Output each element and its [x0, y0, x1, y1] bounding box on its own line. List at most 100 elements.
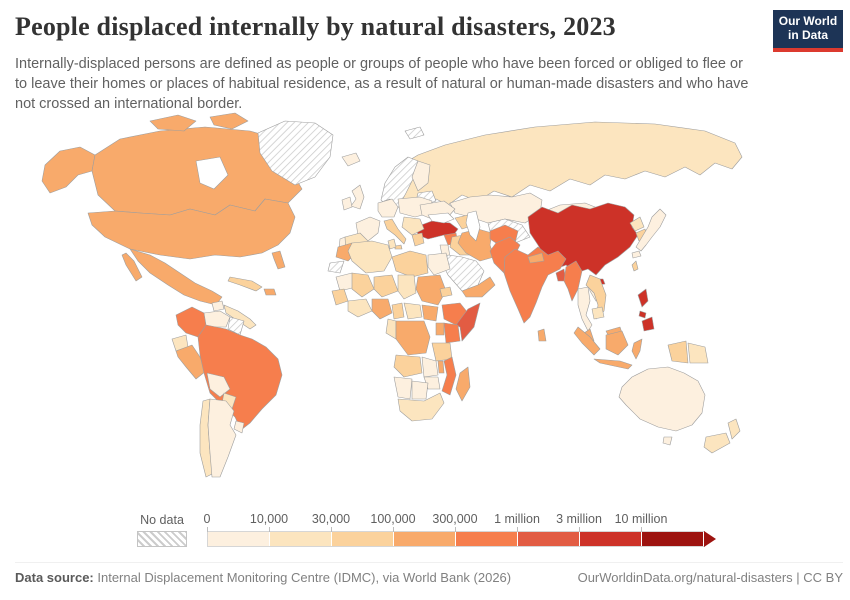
chart-subtitle: Internally-displaced persons are defined… [15, 56, 749, 112]
region-niger[interactable] [373, 274, 399, 298]
region-south-africa[interactable] [397, 392, 445, 422]
legend-tick-label: 300,000 [432, 512, 478, 526]
region-mali[interactable] [351, 272, 375, 298]
region-tasmania[interactable] [662, 436, 673, 446]
region-south-sudan[interactable] [421, 304, 439, 322]
legend-tick-label: 3 million [556, 512, 602, 526]
region-eritrea[interactable] [439, 286, 453, 298]
region-finland[interactable] [411, 160, 431, 192]
region-ireland[interactable] [341, 196, 353, 211]
legend-tick-label: 30,000 [311, 512, 351, 526]
region-hispaniola[interactable] [263, 288, 277, 296]
data-source: Data source: Internal Displacement Monit… [15, 570, 511, 585]
region-svalbard[interactable] [404, 126, 425, 140]
region-italy[interactable] [383, 218, 407, 250]
legend-bin-5[interactable] [518, 532, 580, 546]
legend-bin-7[interactable] [642, 532, 704, 546]
region-borneo[interactable] [605, 330, 629, 356]
region-uruguay[interactable] [233, 420, 245, 434]
region-myanmar[interactable] [563, 260, 583, 302]
legend-tick [579, 527, 580, 532]
region-drc[interactable] [395, 320, 431, 356]
legend-tick [517, 527, 518, 532]
region-yemen-oman[interactable] [461, 276, 496, 298]
region-taiwan[interactable] [631, 260, 639, 272]
region-sumatra[interactable] [573, 326, 601, 356]
region-usa[interactable] [87, 198, 296, 270]
region-madagascar[interactable] [455, 366, 471, 402]
region-uk[interactable] [350, 184, 365, 210]
region-malawi[interactable] [437, 360, 445, 374]
legend-tick-label: 10 million [614, 512, 668, 526]
region-namibia[interactable] [393, 376, 413, 400]
region-western-sahara[interactable] [327, 260, 345, 274]
legend-bin-2[interactable] [332, 532, 394, 546]
owid-logo[interactable]: Our World in Data [773, 10, 843, 48]
region-guatemala[interactable] [211, 300, 225, 312]
region-egypt[interactable] [427, 252, 451, 276]
region-brazil[interactable] [197, 324, 283, 431]
footer-link[interactable]: OurWorldinData.org/natural-disasters | C… [577, 570, 843, 585]
region-central-america[interactable] [223, 304, 257, 330]
region-zambia[interactable] [421, 356, 439, 378]
region-java[interactable] [593, 358, 633, 370]
region-west-africa[interactable] [347, 298, 373, 318]
region-congo-gabon[interactable] [385, 318, 397, 340]
region-sulawesi[interactable] [631, 338, 643, 360]
region-russia[interactable] [387, 121, 743, 208]
legend-bin-6[interactable] [580, 532, 642, 546]
region-cuba[interactable] [227, 276, 263, 292]
region-philippines[interactable] [637, 288, 655, 332]
region-chad[interactable] [397, 274, 417, 300]
world-map [41, 112, 743, 478]
legend-no-data-swatch[interactable] [137, 531, 187, 547]
logo-line1: Our World [778, 14, 838, 29]
region-sri-lanka[interactable] [537, 328, 547, 342]
region-india[interactable] [503, 246, 567, 324]
region-alaska[interactable] [41, 146, 96, 194]
region-nepal[interactable] [527, 252, 545, 264]
region-mexico[interactable] [121, 248, 223, 306]
region-car[interactable] [403, 302, 423, 320]
legend-tick-label: 0 [203, 512, 211, 526]
region-indonesia-papua[interactable] [667, 340, 689, 364]
no-data-label: No data [140, 513, 184, 527]
hudson-bay [195, 156, 229, 190]
region-peru[interactable] [175, 344, 207, 380]
legend-tick-label: 1 million [494, 512, 540, 526]
region-germany-central[interactable] [377, 198, 399, 218]
region-png[interactable] [687, 342, 709, 364]
region-balkans[interactable] [401, 216, 425, 236]
region-uganda[interactable] [435, 322, 445, 336]
legend-bin-4[interactable] [456, 532, 518, 546]
region-libya[interactable] [391, 250, 429, 278]
legend-tick [269, 527, 270, 532]
region-cameroon[interactable] [391, 302, 405, 320]
region-new-zealand[interactable] [703, 418, 741, 454]
region-algeria[interactable] [347, 240, 393, 274]
legend-bar [207, 531, 705, 547]
region-cambodia[interactable] [591, 306, 605, 320]
region-nigeria[interactable] [371, 298, 393, 320]
legend-bin-0[interactable] [208, 532, 270, 546]
region-sudan[interactable] [415, 274, 447, 306]
region-mozambique[interactable] [441, 356, 457, 396]
region-bolivia[interactable] [206, 372, 231, 398]
region-japan[interactable] [631, 208, 667, 259]
region-canada-arctic[interactable] [149, 112, 249, 132]
legend-tick [641, 527, 642, 532]
region-argentina[interactable] [207, 398, 237, 478]
region-iceland[interactable] [341, 152, 361, 167]
legend-bin-1[interactable] [270, 532, 332, 546]
region-australia[interactable] [618, 366, 706, 432]
region-senegal-guinea[interactable] [331, 288, 349, 306]
region-greece[interactable] [411, 232, 425, 247]
region-greenland[interactable] [257, 120, 334, 186]
region-thailand[interactable] [577, 286, 593, 332]
region-kenya[interactable] [443, 322, 461, 344]
region-tunisia[interactable] [387, 238, 397, 250]
region-angola[interactable] [393, 354, 423, 378]
region-north-korea[interactable] [629, 216, 645, 232]
region-botswana[interactable] [411, 380, 429, 400]
legend-bin-3[interactable] [394, 532, 456, 546]
